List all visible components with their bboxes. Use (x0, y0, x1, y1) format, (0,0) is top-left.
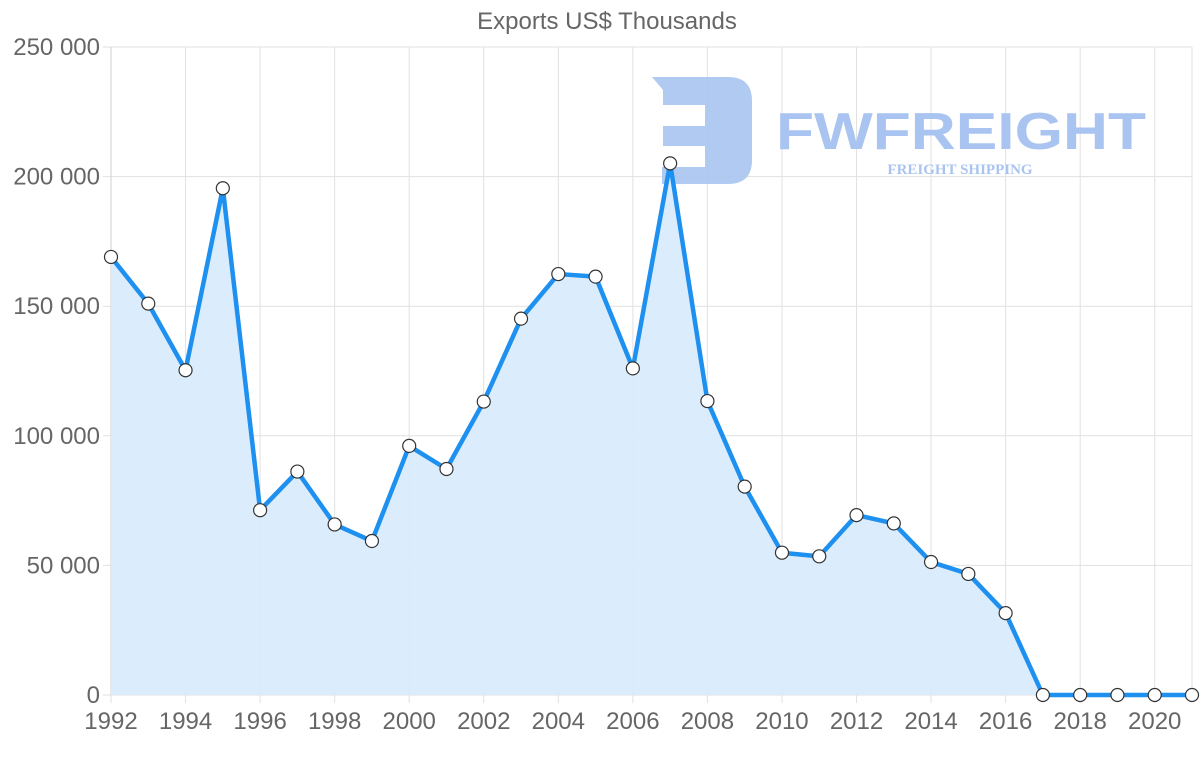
data-point[interactable] (513, 311, 529, 326)
data-point[interactable] (1073, 687, 1088, 703)
data-point[interactable] (103, 249, 119, 265)
data-point[interactable] (625, 361, 640, 376)
x-tick-label: 2002 (457, 708, 510, 735)
data-point[interactable] (253, 503, 268, 518)
chart-title: Exports US$ Thousands (477, 8, 737, 35)
data-point[interactable] (215, 181, 230, 196)
data-point[interactable] (364, 533, 380, 549)
x-tick-label: 2020 (1128, 708, 1181, 735)
data-line (109, 161, 1192, 698)
x-tick-label: 1998 (308, 708, 361, 735)
y-tick-label: 50 000 (27, 552, 100, 579)
data-point[interactable] (178, 363, 193, 378)
data-point[interactable] (1147, 687, 1162, 703)
data-point[interactable] (551, 266, 566, 282)
x-tick-label: 2016 (979, 708, 1032, 735)
x-tick-label: 1992 (84, 708, 137, 735)
series-line (109, 161, 1192, 698)
data-point[interactable] (700, 393, 715, 409)
x-tick-label: 2012 (830, 708, 883, 735)
data-point[interactable] (886, 516, 901, 531)
x-tick-label: 2006 (606, 708, 659, 735)
data-point[interactable] (737, 479, 752, 494)
y-tick-label: 150 000 (13, 293, 100, 320)
data-point[interactable] (327, 517, 342, 532)
data-point[interactable] (812, 549, 827, 564)
data-point[interactable] (774, 545, 790, 560)
x-tick-label: 2014 (904, 708, 957, 735)
y-tick-label: 250 000 (13, 34, 100, 61)
watermark-logo: FWFREIGHT FREIGHT SHIPPING (652, 77, 1146, 184)
data-point[interactable] (588, 269, 603, 284)
data-point[interactable] (1110, 687, 1125, 703)
data-point[interactable] (923, 554, 939, 570)
watermark-brand: FWFREIGHT (776, 103, 1146, 161)
y-axis: 0 50 000 100 000 150 000 200 000 250 000 (13, 34, 100, 709)
x-tick-label: 2008 (681, 708, 734, 735)
y-tick-label: 100 000 (13, 423, 100, 450)
data-point[interactable] (1035, 687, 1050, 703)
data-point[interactable] (663, 156, 678, 171)
data-point[interactable] (439, 461, 454, 477)
data-point[interactable] (998, 605, 1013, 621)
watermark-tagline: FREIGHT SHIPPING (887, 162, 1032, 178)
x-tick-label: 2000 (383, 708, 436, 735)
y-tick-label: 0 (87, 682, 100, 709)
area-fill (111, 163, 1192, 695)
data-point[interactable] (290, 464, 305, 479)
x-axis: 1992 1994 1996 1998 2000 2002 2004 2006 2008 2010… (84, 708, 1181, 735)
y-tick-label: 200 000 (13, 164, 100, 191)
x-tick-label: 2010 (755, 708, 808, 735)
area-path (111, 163, 1192, 695)
data-point[interactable] (849, 508, 864, 523)
data-points (103, 156, 1200, 703)
x-tick-label: 2004 (532, 708, 585, 735)
data-point[interactable] (402, 438, 417, 454)
x-tick-label: 1996 (233, 708, 286, 735)
x-tick-label: 2018 (1053, 708, 1106, 735)
data-point[interactable] (1184, 687, 1200, 703)
data-point[interactable] (961, 566, 976, 582)
x-tick-label: 1994 (159, 708, 212, 735)
data-point[interactable] (476, 394, 491, 409)
data-point[interactable] (141, 296, 156, 311)
fw-logo-icon (652, 77, 752, 184)
